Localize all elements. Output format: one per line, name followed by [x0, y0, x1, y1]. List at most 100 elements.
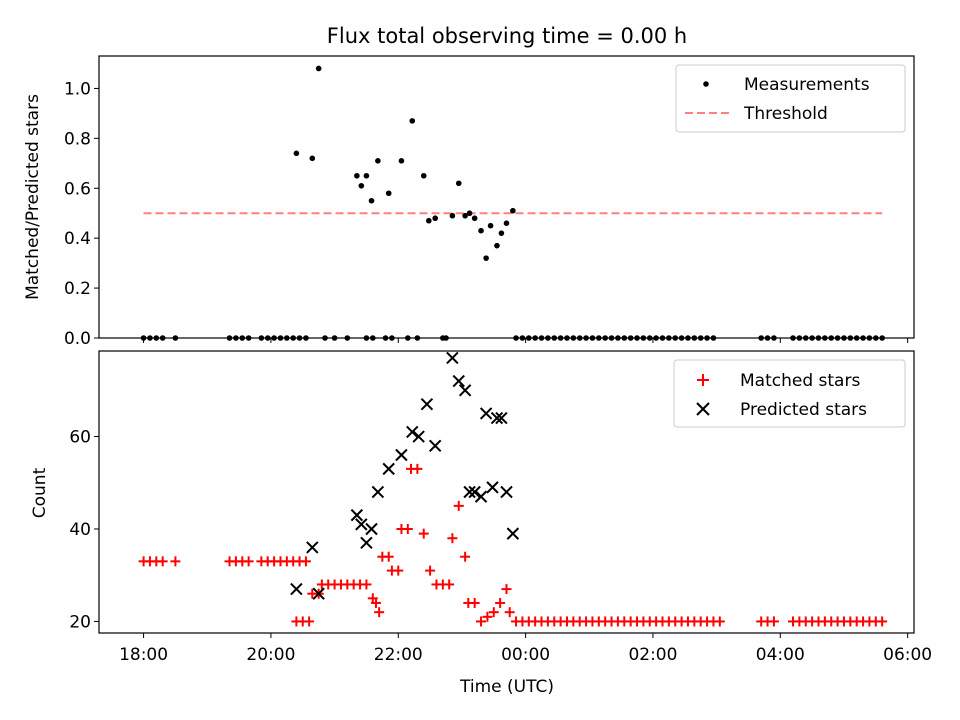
measurement-point — [510, 207, 516, 214]
measurement-point — [159, 335, 166, 341]
measurement-point — [455, 180, 462, 187]
matched-star-point — [170, 556, 181, 567]
matched-star-point — [504, 607, 515, 618]
predicted-star-point — [371, 485, 385, 499]
measurement-point — [796, 335, 803, 341]
bottom-y-ticks: 20 40 60 — [69, 428, 99, 632]
measurement-point — [659, 335, 666, 341]
measurement-point — [646, 335, 653, 341]
predicted-star-point — [420, 397, 434, 411]
measurement-point — [576, 335, 583, 341]
measurement-point — [296, 335, 303, 341]
matched-star-point — [501, 584, 512, 595]
bottom-xtick-label: 02:00 — [628, 645, 677, 665]
measurement-point — [405, 335, 411, 341]
predicted-star-point — [500, 485, 513, 499]
matched-star-point — [447, 533, 458, 544]
measurement-point — [685, 335, 691, 341]
measurement-point — [420, 172, 427, 179]
top-ytick-label: 0.4 — [64, 229, 91, 249]
predicted-star-point — [495, 411, 508, 425]
measurement-point — [672, 335, 679, 341]
matched-star-point — [877, 616, 888, 627]
measurement-point — [704, 335, 710, 341]
predicted-star-point — [355, 518, 368, 531]
measurement-point — [771, 335, 777, 341]
measurement-point — [615, 335, 621, 341]
measurement-point — [758, 335, 764, 341]
bottom-xtick-label: 04:00 — [756, 645, 805, 665]
measurement-point — [147, 335, 153, 341]
predicted-star-point — [406, 425, 419, 439]
measurement-point — [872, 335, 879, 341]
legend-matched-label: Matched stars — [740, 371, 860, 391]
matched-star-point — [453, 500, 464, 511]
measurement-point — [153, 335, 160, 341]
measurement-point — [678, 335, 685, 341]
measurement-point — [239, 335, 246, 341]
matched-star-point — [243, 556, 254, 567]
matched-star-point — [157, 556, 168, 567]
measurement-point — [331, 335, 338, 341]
top-ytick-label: 0.0 — [64, 329, 91, 349]
measurement-point — [557, 335, 564, 341]
measurement-point — [570, 335, 577, 341]
matched-star-point — [374, 607, 385, 618]
measurement-point — [382, 335, 389, 341]
measurement-point — [449, 212, 456, 219]
measurement-point — [245, 335, 252, 341]
measurement-point — [426, 217, 432, 224]
measurement-point — [478, 227, 484, 234]
measurement-point — [653, 335, 659, 341]
bottom-xtick-label: 22:00 — [374, 645, 423, 665]
predicted-star-point — [290, 582, 303, 596]
bottom-ytick-label: 60 — [69, 428, 91, 448]
measurement-point — [494, 242, 500, 249]
measurement-point — [226, 335, 233, 341]
measurement-point — [466, 210, 473, 217]
top-axes-frame — [98, 55, 915, 339]
matched-star-point — [482, 611, 493, 622]
measurement-point — [258, 335, 265, 341]
top-ytick-label: 0.8 — [64, 129, 91, 149]
measurement-point — [358, 182, 365, 189]
measurement-point — [551, 335, 558, 341]
predicted-star-point — [395, 448, 408, 462]
measurement-point — [828, 335, 835, 341]
measurement-point — [538, 335, 545, 341]
measurement-point — [634, 335, 640, 341]
predicted-star-point — [312, 587, 325, 600]
predicted-star-point — [486, 481, 499, 494]
matched-star-point — [304, 616, 315, 627]
measurement-point — [293, 150, 300, 157]
measurement-point — [368, 197, 375, 204]
matched-star-point — [412, 463, 423, 474]
measurement-point — [525, 335, 532, 341]
measurement-point — [860, 335, 866, 341]
bottom-xtick-label: 18:00 — [119, 645, 168, 665]
matched-star-point — [444, 579, 455, 590]
predicted-star-point — [468, 485, 481, 499]
measurement-point — [322, 335, 328, 341]
bottom-panel: 20 40 60 18:00 20:00 22:00 00:00 02:00 04:00 06:… — [30, 350, 932, 697]
measurement-point — [834, 335, 841, 341]
measurement-point — [815, 335, 822, 341]
measurement-point — [315, 65, 322, 72]
measurement-point — [389, 335, 395, 341]
measurement-point — [621, 335, 628, 341]
measurement-point — [764, 335, 771, 341]
measurement-point — [710, 335, 717, 341]
legend-matched-marker — [697, 374, 709, 386]
matched-star-point — [488, 607, 499, 618]
top-panel: 0.0 0.2 0.4 0.6 0.8 1.0 Matched/Predicted sta… — [23, 55, 915, 349]
bottom-x-ticks: 18:00 20:00 22:00 00:00 02:00 04:00 06:00 — [119, 633, 932, 665]
measurement-point — [532, 335, 538, 341]
measurement-point — [589, 335, 596, 341]
matched-star-point — [768, 616, 779, 627]
matched-star-point — [469, 597, 480, 608]
measurement-point — [879, 335, 885, 341]
measurement-point — [398, 158, 405, 164]
chart-title: Flux total observing time = 0.00 h — [327, 24, 687, 48]
matched-star-point — [460, 551, 471, 562]
measurement-point — [545, 335, 551, 341]
